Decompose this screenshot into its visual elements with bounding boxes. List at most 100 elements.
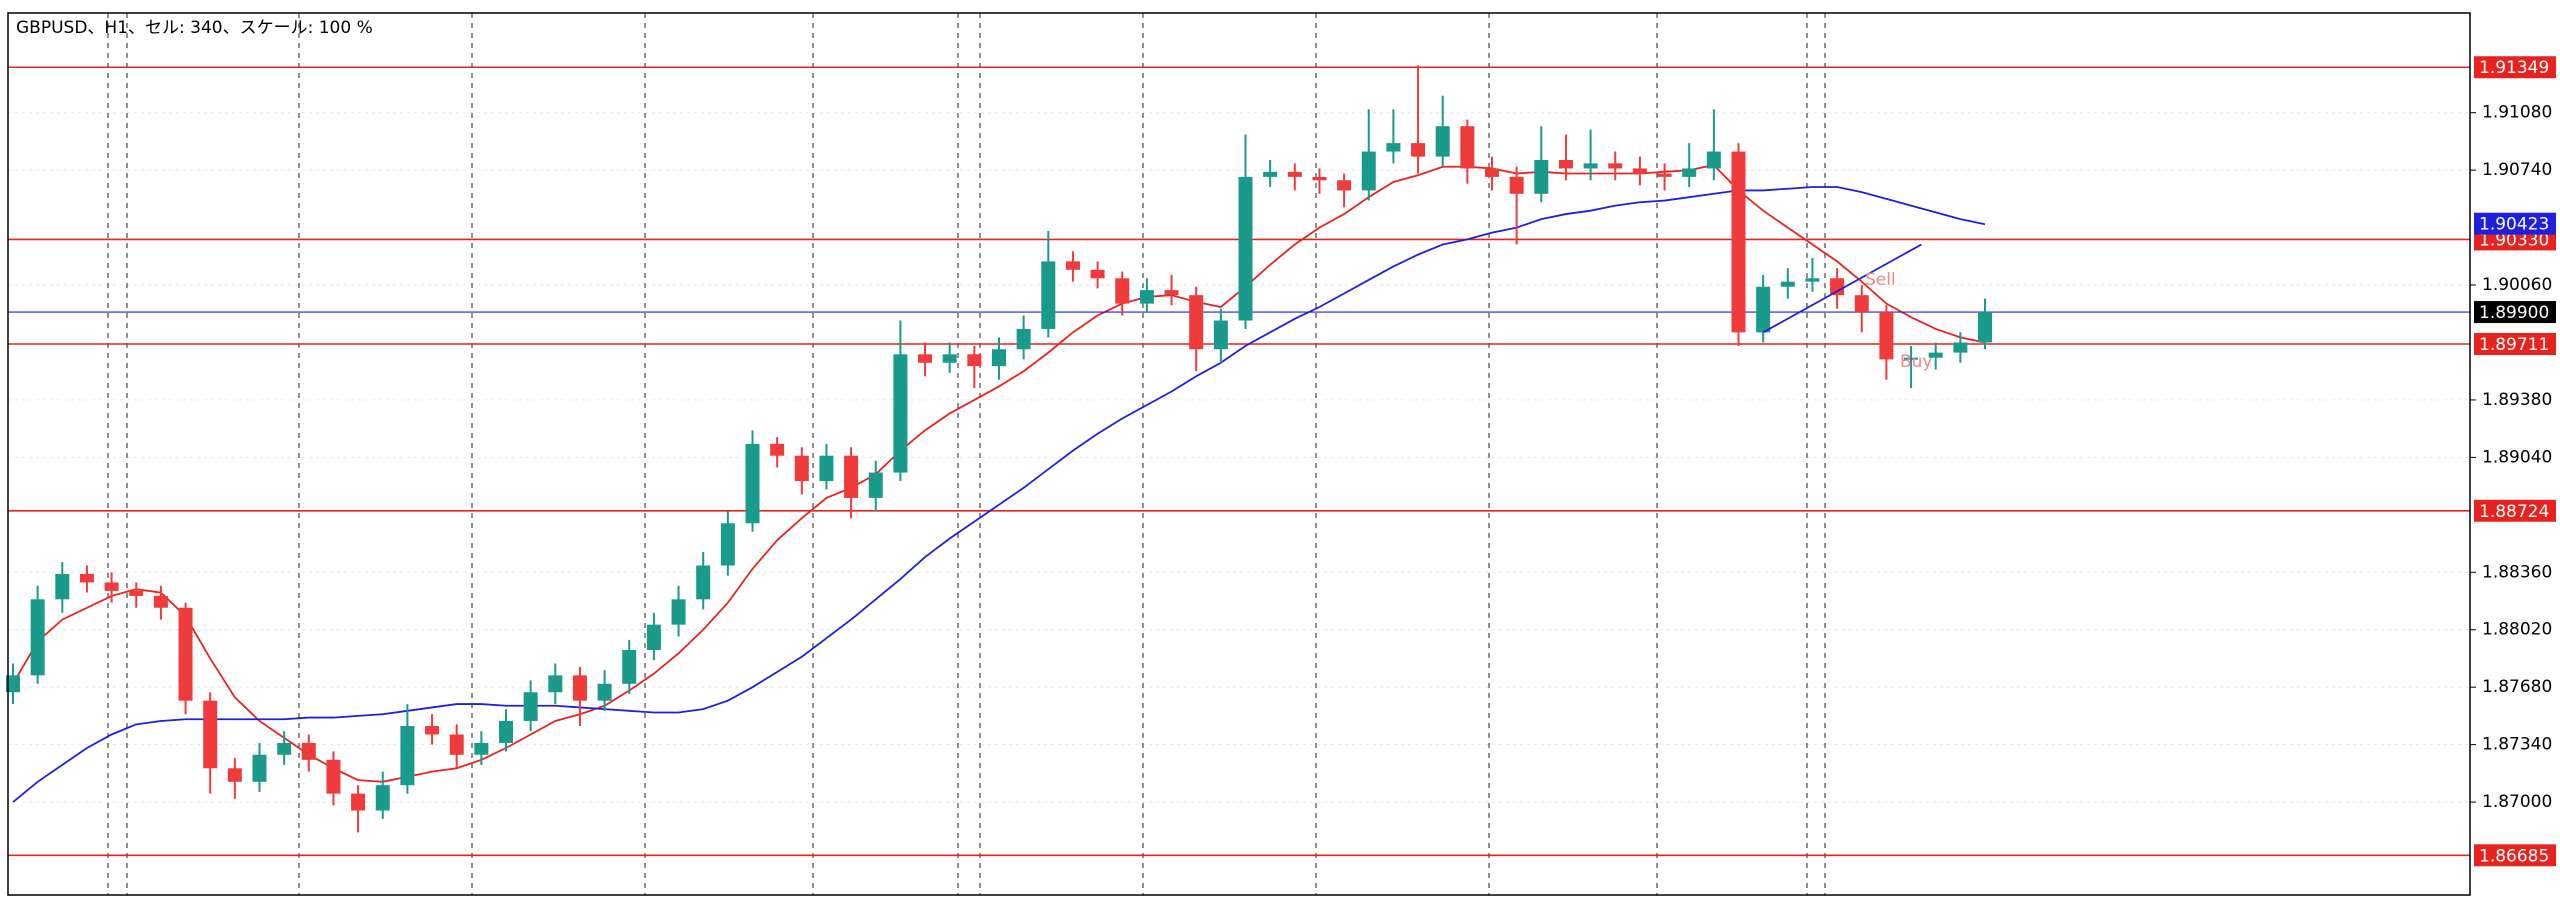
candle-body: [671, 599, 686, 625]
candle-body: [548, 675, 563, 693]
candle-body: [1411, 143, 1426, 157]
y-tick-label: 1.89380: [2482, 390, 2552, 410]
trade-annotation: Buy: [1900, 352, 1933, 372]
candle-body: [326, 759, 341, 794]
candle-body: [992, 349, 1006, 367]
candle-body: [474, 742, 489, 755]
candle-body: [227, 768, 242, 782]
candle-body: [646, 624, 661, 650]
candle-body: [499, 720, 513, 743]
candle-body: [1164, 290, 1179, 296]
candle-body: [400, 726, 415, 786]
ma-value-box: [2474, 212, 2556, 235]
y-tick-label: 1.87340: [2482, 735, 2552, 755]
candle-body: [1830, 278, 1845, 296]
candle-body: [178, 607, 193, 701]
candle-body: [1978, 312, 1992, 343]
ma-value-label: 1.90423: [2479, 215, 2549, 235]
candle-body: [79, 573, 94, 583]
candle-body: [770, 443, 785, 456]
candle-body: [1115, 278, 1130, 304]
candle-body: [1189, 295, 1204, 350]
candle-body: [819, 455, 834, 482]
candle-body: [425, 726, 440, 735]
candle-body: [375, 785, 390, 811]
candle-body: [1509, 176, 1524, 194]
candle-body: [1558, 160, 1573, 169]
level-label: 1.88724: [2479, 502, 2549, 522]
candle-body: [129, 590, 144, 596]
candle-body: [794, 455, 809, 482]
level-label: 1.89711: [2479, 335, 2549, 355]
candle-body: [252, 754, 267, 782]
candle-body: [1904, 357, 1919, 360]
candle-body: [745, 443, 760, 524]
candle-body: [1928, 352, 1943, 358]
candle-body: [1953, 342, 1968, 353]
candle-body: [1534, 160, 1549, 194]
y-tick-label: 1.88020: [2482, 620, 2552, 640]
candle-body: [301, 742, 316, 760]
plot-frame: [7, 12, 2471, 896]
candle-body: [622, 650, 637, 684]
candle-body: [1485, 168, 1499, 177]
y-tick-label: 1.89040: [2482, 447, 2552, 467]
candle-body: [844, 455, 859, 498]
candle-body: [6, 675, 20, 693]
level-label: 1.86685: [2479, 846, 2549, 866]
level-box: [2474, 499, 2556, 522]
candle-body: [104, 582, 119, 591]
candle-body: [720, 523, 735, 566]
level-box: [2474, 333, 2556, 356]
candle-body: [30, 599, 45, 676]
candle-body: [1632, 168, 1647, 174]
candle-body: [1657, 173, 1672, 177]
candle-body: [868, 472, 883, 498]
candle-body: [1065, 261, 1080, 270]
candle-body: [1386, 143, 1401, 152]
candle-body: [1879, 312, 1894, 360]
candle-body: [918, 354, 933, 363]
price-box: [2474, 301, 2556, 324]
candle-body: [1780, 281, 1795, 287]
candle-body: [153, 595, 168, 608]
candle-body: [1213, 320, 1228, 350]
candle-body: [351, 793, 366, 811]
candle-body: [1805, 278, 1820, 282]
candle-body: [1756, 286, 1771, 333]
y-tick-label: 1.87000: [2482, 792, 2552, 812]
candle-body: [1361, 151, 1376, 191]
y-tick-label: 1.90740: [2482, 160, 2552, 180]
candle-body: [55, 573, 70, 600]
y-tick-label: 1.90060: [2482, 275, 2552, 295]
candle-body: [1854, 295, 1869, 313]
y-tick-label: 1.91080: [2482, 103, 2552, 123]
candle-body: [597, 683, 612, 701]
plot: Sell Buy: [6, 65, 2470, 857]
level-box: [2474, 56, 2556, 79]
candle-body: [1460, 126, 1475, 169]
candle-body: [1682, 168, 1697, 177]
moving-average: [12, 186, 1986, 803]
candle-body: [1287, 171, 1302, 177]
candle-body: [1263, 171, 1278, 177]
candle-body: [1583, 163, 1598, 169]
candle-body: [1706, 151, 1721, 169]
y-tick-label: 1.88360: [2482, 562, 2552, 582]
trade-annotation: Sell: [1865, 270, 1896, 290]
candle-body: [203, 700, 218, 769]
price-axis: 1.91080 1.90740 1.90060 1.89380 1.89040 1.883…: [2470, 56, 2556, 867]
candle-body: [1731, 151, 1746, 333]
candle-body: [696, 565, 711, 600]
candle-body: [1312, 176, 1327, 181]
chart-title: GBPUSD、H1、セル: 340、スケール: 100 %: [16, 18, 373, 38]
candle-body: [1041, 261, 1056, 329]
candle-body: [942, 354, 957, 363]
candle-body: [523, 692, 538, 721]
candle-body: [967, 354, 982, 367]
level-label: 1.91349: [2479, 58, 2549, 78]
candle-body: [1139, 290, 1154, 304]
price-label: 1.89900: [2479, 303, 2549, 323]
level-label: 1.90330: [2479, 230, 2549, 250]
